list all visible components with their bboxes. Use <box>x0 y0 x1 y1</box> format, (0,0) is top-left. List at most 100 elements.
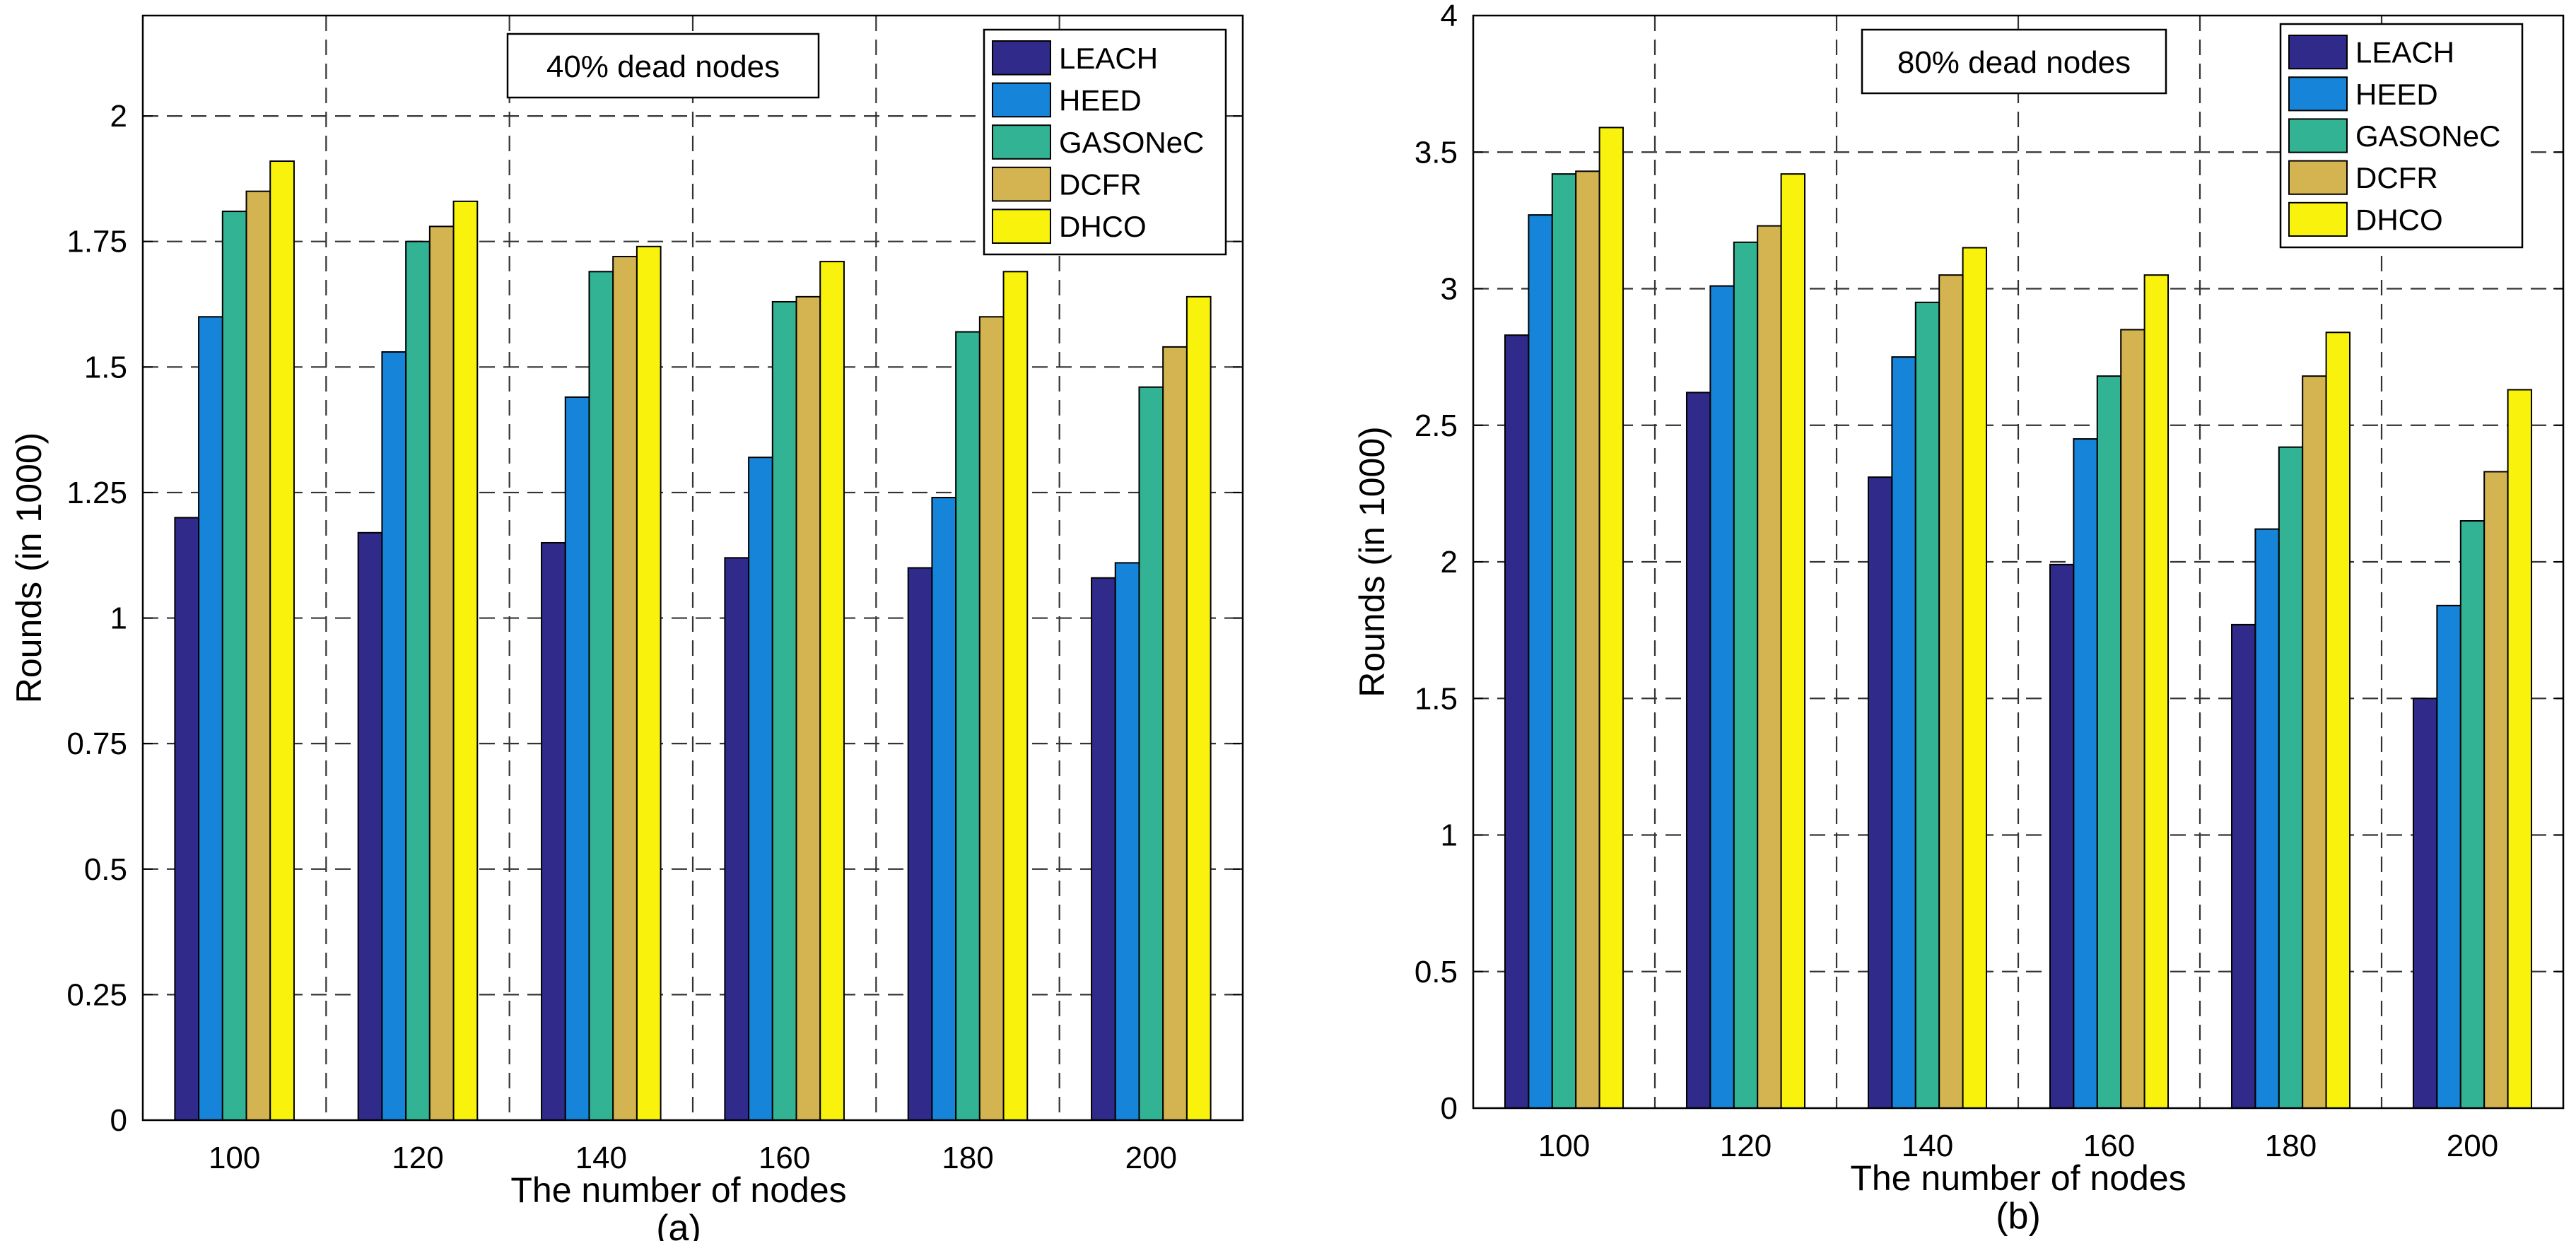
legend-label-leach: LEACH <box>2355 36 2454 69</box>
y-tick-label: 0 <box>1441 1091 1458 1126</box>
legend-swatch-gasonec <box>2288 118 2348 153</box>
bar-dhco-200 <box>2507 389 2533 1109</box>
bar-dcfr-140 <box>612 256 638 1121</box>
bar-gasonec-160 <box>771 300 797 1121</box>
legend-swatch-leach <box>2288 35 2348 70</box>
legend-swatch-dhco <box>2288 201 2348 237</box>
bar-gasonec-100 <box>221 211 247 1121</box>
y-tick-label: 2 <box>110 99 127 134</box>
bar-leach-140 <box>1867 476 1893 1109</box>
bar-dhco-180 <box>1002 271 1029 1122</box>
bar-heed-180 <box>2254 528 2280 1109</box>
legend-swatch-gasonec <box>992 124 1051 160</box>
y-tick-label: 1 <box>1441 818 1458 853</box>
bar-dcfr-120 <box>428 225 455 1122</box>
bar-leach-200 <box>1091 577 1116 1121</box>
bar-dcfr-160 <box>2120 329 2145 1110</box>
legend-swatch-dhco <box>992 208 1051 244</box>
bar-leach-200 <box>2412 698 2438 1109</box>
legend-label-gasonec: GASONeC <box>1059 126 1204 159</box>
bar-dhco-120 <box>1780 173 1806 1109</box>
bar-heed-120 <box>381 351 407 1122</box>
bar-dcfr-120 <box>1757 225 1782 1110</box>
bar-leach-120 <box>357 531 383 1121</box>
bar-heed-180 <box>931 497 957 1121</box>
legend-swatch-dcfr <box>2288 160 2348 195</box>
x-tick-label: 180 <box>942 1141 993 1175</box>
bar-dcfr-180 <box>2302 375 2327 1109</box>
legend-label-gasonec: GASONeC <box>2355 119 2500 153</box>
bar-heed-200 <box>1114 562 1140 1121</box>
y-tick-label: 0.25 <box>66 977 127 1012</box>
bar-heed-140 <box>564 396 590 1121</box>
y-axis-label: Rounds (in 1000) <box>1352 426 1392 698</box>
bar-gasonec-140 <box>1914 301 1940 1110</box>
bar-heed-140 <box>1891 356 1916 1109</box>
legend-swatch-dcfr <box>992 166 1051 202</box>
bar-heed-200 <box>2436 604 2461 1109</box>
bar-leach-160 <box>724 557 750 1121</box>
bar-dhco-180 <box>2325 331 2351 1110</box>
y-tick-label: 0 <box>110 1103 127 1138</box>
annotation-text: 80% dead nodes <box>1897 45 2131 80</box>
legend-swatch-heed <box>992 82 1051 118</box>
x-tick-label: 120 <box>1720 1129 1772 1163</box>
bar-leach-100 <box>174 517 200 1121</box>
annotation-text: 40% dead nodes <box>546 49 780 84</box>
y-tick-label: 2.5 <box>1415 408 1458 443</box>
y-tick-label: 3.5 <box>1415 135 1458 170</box>
bar-gasonec-140 <box>588 271 614 1122</box>
y-tick-label: 1.5 <box>84 350 127 384</box>
bar-heed-160 <box>2073 438 2098 1109</box>
bar-leach-180 <box>907 567 933 1121</box>
bar-gasonec-200 <box>1138 386 1164 1122</box>
bar-dhco-160 <box>819 261 845 1122</box>
bar-gasonec-180 <box>2278 446 2304 1109</box>
axes-frame <box>141 14 1244 1122</box>
y-tick-label: 3 <box>1441 272 1458 307</box>
bar-leach-120 <box>1685 392 1711 1109</box>
y-tick-label: 2 <box>1441 545 1458 580</box>
axes-frame <box>1472 14 2565 1110</box>
bar-dcfr-100 <box>245 190 271 1122</box>
bar-dhco-140 <box>636 245 662 1121</box>
bar-dhco-140 <box>1962 247 1988 1109</box>
x-tick-label: 200 <box>2447 1129 2498 1163</box>
bar-dcfr-180 <box>978 316 1005 1122</box>
bar-dhco-100 <box>1598 127 1624 1110</box>
bar-dhco-120 <box>452 200 479 1122</box>
y-axis-label: Rounds (in 1000) <box>9 433 49 704</box>
y-tick-label: 1.5 <box>1415 681 1458 716</box>
legend-label-dhco: DHCO <box>2355 203 2443 236</box>
bar-heed-100 <box>198 316 223 1122</box>
bar-heed-160 <box>748 457 773 1121</box>
legend-label-dcfr: DCFR <box>1059 168 1142 201</box>
annotation-box <box>506 33 820 99</box>
figure-caption: (b) <box>1996 1196 2041 1237</box>
bar-heed-100 <box>1528 214 1553 1109</box>
x-tick-label: 180 <box>2265 1129 2317 1163</box>
bar-dcfr-160 <box>795 295 821 1122</box>
legend-swatch-leach <box>992 40 1051 76</box>
bar-dhco-160 <box>2143 274 2170 1109</box>
bar-leach-160 <box>2049 563 2075 1109</box>
x-tick-label: 160 <box>759 1141 810 1175</box>
bar-gasonec-200 <box>2459 520 2486 1109</box>
y-tick-label: 4 <box>1441 0 1458 33</box>
bar-dhco-100 <box>269 160 295 1121</box>
bar-gasonec-120 <box>1733 241 1759 1109</box>
x-tick-label: 120 <box>392 1141 443 1175</box>
bar-dhco-200 <box>1185 295 1212 1122</box>
x-axis-label: The number of nodes <box>510 1170 846 1210</box>
annotation-box <box>1861 28 2167 95</box>
bar-leach-100 <box>1504 334 1530 1110</box>
bar-dcfr-200 <box>1162 346 1188 1121</box>
legend-label-dcfr: DCFR <box>2355 161 2438 194</box>
x-tick-label: 140 <box>1902 1129 1953 1163</box>
y-tick-label: 1.75 <box>66 225 127 259</box>
y-tick-label: 1 <box>110 601 127 636</box>
bar-gasonec-100 <box>1551 173 1577 1109</box>
figure-caption: (a) <box>656 1208 701 1241</box>
chart-b: 0 0.5 1 1.5 2 2.5 3 3.5 4 100 120 140 160 180 200 80% d… <box>1352 0 2565 1237</box>
legend-label-dhco: DHCO <box>1059 210 1147 243</box>
